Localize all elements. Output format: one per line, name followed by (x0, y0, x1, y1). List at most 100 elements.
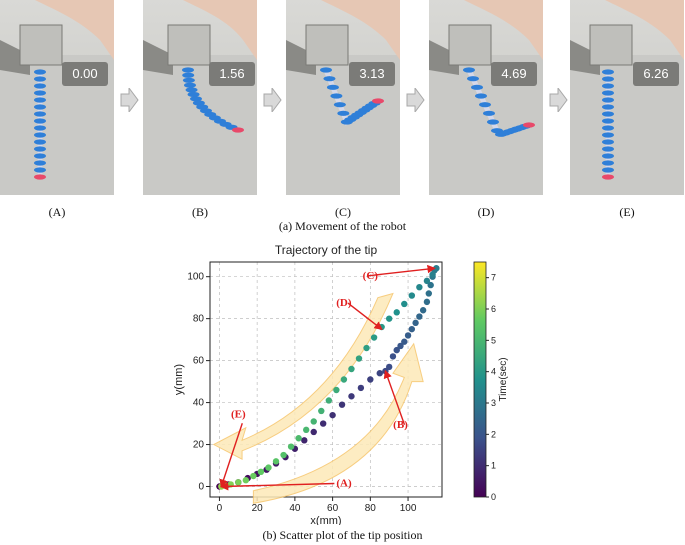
robot-photo-b (143, 0, 257, 195)
return-arrow (212, 292, 394, 461)
colorbar-tick-label: 5 (491, 335, 496, 345)
scatter-point (302, 426, 310, 434)
scatter-point (425, 290, 432, 297)
x-tick-label: 0 (217, 503, 223, 514)
robot-segment (34, 111, 46, 117)
scatter-point (416, 313, 423, 320)
annotation-label: (D) (336, 297, 352, 309)
next-arrow-icon (263, 88, 282, 112)
panel-e: 6.26 (570, 0, 684, 195)
annotation-arrow (368, 264, 436, 277)
robot-segment (483, 110, 495, 116)
robot-segment (320, 67, 332, 73)
robot-segment (602, 118, 614, 124)
robot-segment (475, 93, 487, 99)
y-tick-label: 20 (193, 440, 205, 451)
robot-segment (190, 96, 202, 102)
robot-segment (602, 125, 614, 131)
robot-segment (34, 167, 46, 173)
x-axis-label: x(mm) (310, 515, 341, 525)
panel-label: (C) (335, 205, 351, 219)
y-tick-label: 40 (193, 398, 205, 409)
robot-segment (602, 104, 614, 110)
robot-segment (337, 110, 350, 116)
panel-label: (D) (477, 205, 495, 219)
robot-segment (184, 82, 196, 88)
scatter-point (325, 397, 333, 404)
x-tick-label: 20 (252, 503, 264, 514)
scatter-point (357, 384, 365, 392)
scatter-point (280, 451, 287, 459)
robot-segment (34, 174, 46, 180)
robot-segment (467, 76, 479, 82)
annotation-label: (B) (393, 419, 408, 431)
scatter-point (408, 292, 416, 299)
robot-segment (232, 127, 244, 133)
scatter-point (408, 325, 416, 333)
colorbar-tick-label: 4 (491, 367, 496, 377)
scatter-point (385, 315, 393, 322)
colorbar-tick-label: 7 (491, 273, 496, 283)
panel-a: 0.00 (0, 0, 114, 195)
robot-segment (34, 90, 46, 96)
time-badge: 6.26 (633, 62, 679, 86)
colorbar-tick-label: 3 (491, 398, 496, 408)
colorbar-label: Time(sec) (498, 357, 509, 401)
scatter-point (367, 376, 374, 383)
robot-segment (34, 76, 46, 82)
annotation-label: (C) (363, 270, 379, 282)
robot-photo-d (429, 0, 543, 195)
scatter-point (412, 319, 419, 327)
annotation-arrow (347, 302, 383, 330)
robot-segment (326, 84, 339, 90)
scatter-point (272, 458, 280, 465)
scatter-point (429, 271, 436, 278)
robot-segment (34, 69, 46, 75)
x-tick-label: 40 (289, 503, 301, 514)
scatter-point (257, 468, 265, 476)
scatter-point (376, 370, 383, 377)
scatter-point (416, 283, 423, 291)
y-tick-label: 0 (198, 482, 204, 493)
scatter-point (389, 353, 397, 360)
robot-segment (34, 104, 46, 110)
scatter-point (333, 386, 340, 394)
figure-caption-a: (a) Movement of the robot (278, 219, 407, 233)
panel-c: 3.13 (286, 0, 400, 195)
robot-photo-e (570, 0, 684, 195)
robot-segment (602, 83, 614, 89)
robot-segment (602, 160, 614, 166)
robot-segment (602, 174, 614, 180)
scatter-point (423, 277, 431, 285)
robot-segment (187, 91, 200, 98)
scatter-point (348, 365, 355, 373)
scatter-point (355, 355, 363, 362)
scatter-point (419, 307, 427, 314)
robot-segment (523, 122, 535, 128)
robot-photo-a (0, 0, 114, 195)
scatter-point (329, 411, 336, 419)
annotation-arrow (219, 423, 243, 488)
robot-segment (471, 84, 483, 90)
scatter-point (295, 435, 302, 442)
time-badge: 1.56 (209, 62, 255, 86)
robot-segment (602, 111, 614, 117)
scatter-point (401, 338, 408, 345)
scatter-point (235, 479, 242, 486)
robot-segment (182, 67, 194, 73)
scatter-point (265, 464, 272, 471)
annotation-label: (A) (336, 478, 352, 490)
scatter-point (404, 332, 412, 339)
robot-segment (34, 139, 46, 145)
panel-label: (A) (48, 205, 66, 219)
panel-d: 4.69 (429, 0, 543, 195)
scatter-point (319, 420, 327, 427)
robot-segment (192, 100, 205, 106)
robot-segment (34, 118, 46, 124)
colorbar-tick-label: 6 (491, 304, 496, 314)
robot-segment (602, 139, 614, 145)
scatter-point (385, 363, 393, 371)
x-tick-label: 80 (365, 503, 377, 514)
robot-segment (487, 119, 499, 125)
robot-segment (602, 146, 614, 152)
